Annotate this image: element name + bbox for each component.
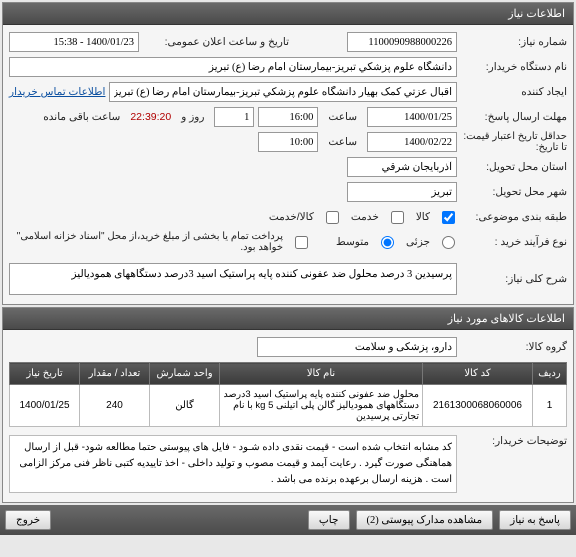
announce-dt-field[interactable] bbox=[9, 32, 139, 52]
cell-unit: گالن bbox=[150, 385, 220, 427]
day-and-label: روز و bbox=[175, 111, 210, 123]
mid-radio[interactable] bbox=[381, 236, 394, 249]
footer-bar: پاسخ به نیاز مشاهده مدارک پیوستی (2) چاپ… bbox=[0, 505, 576, 535]
cell-code: 2161300068060006 bbox=[423, 385, 533, 427]
th-unit: واحد شمارش bbox=[150, 363, 220, 385]
contact-link[interactable]: اطلاعات تماس خریدار bbox=[9, 86, 105, 98]
creator-field[interactable] bbox=[109, 82, 457, 102]
days-left-field[interactable] bbox=[214, 107, 254, 127]
reply-time-field[interactable] bbox=[258, 107, 318, 127]
buyer-notes-text: کد مشابه انتخاب شده است - قیمت نقدی داده… bbox=[9, 435, 457, 493]
service-label: خدمت bbox=[345, 211, 385, 223]
goods-service-label: کالا/خدمت bbox=[263, 211, 320, 223]
reply-button[interactable]: پاسخ به نیاز bbox=[499, 510, 571, 530]
goods-group-field[interactable] bbox=[257, 337, 457, 357]
th-name: نام کالا bbox=[220, 363, 423, 385]
need-no-field[interactable] bbox=[347, 32, 457, 52]
table-row[interactable]: 1 2161300068060006 محلول ضد عفونی کننده … bbox=[10, 385, 567, 427]
reply-date-field[interactable] bbox=[367, 107, 457, 127]
cell-idx: 1 bbox=[533, 385, 567, 427]
goods-label: کالا bbox=[410, 211, 436, 223]
print-button[interactable]: چاپ bbox=[308, 510, 350, 530]
cell-qty: 240 bbox=[80, 385, 150, 427]
hour-label-1: ساعت bbox=[322, 111, 363, 123]
valid-time-field[interactable] bbox=[258, 132, 318, 152]
buyer-org-field[interactable] bbox=[9, 57, 457, 77]
goods-service-check[interactable] bbox=[326, 211, 339, 224]
th-code: کد کالا bbox=[423, 363, 533, 385]
process-type-label: نوع فرآیند خرید : bbox=[457, 236, 567, 248]
pay-note-label: پرداخت تمام یا بخشی از مبلغ خرید،از محل … bbox=[9, 231, 289, 253]
main-desc-label: شرح کلی نیاز: bbox=[457, 273, 567, 285]
need-info-panel: اطلاعات نیاز شماره نیاز: تاریخ و ساعت اع… bbox=[2, 2, 574, 305]
reply-deadline-label: مهلت ارسال پاسخ: bbox=[457, 111, 567, 123]
need-no-label: شماره نیاز: bbox=[457, 36, 567, 48]
time-left: 22:39:20 bbox=[130, 111, 171, 123]
province-label: استان محل تحویل: bbox=[457, 161, 567, 173]
pay-note-check[interactable] bbox=[295, 236, 308, 249]
min-valid-label: حداقل تاریخ اعتبار قیمت: تا تاریخ: bbox=[457, 131, 567, 153]
goods-check[interactable] bbox=[442, 211, 455, 224]
panel1-header: اطلاعات نیاز bbox=[3, 3, 573, 25]
th-row: ردیف bbox=[533, 363, 567, 385]
th-date: تاریخ نیاز bbox=[10, 363, 80, 385]
th-qty: تعداد / مقدار bbox=[80, 363, 150, 385]
panel2-header: اطلاعات کالاهای مورد نیاز bbox=[3, 308, 573, 330]
low-radio[interactable] bbox=[442, 236, 455, 249]
goods-group-label: گروه کالا: bbox=[457, 341, 567, 353]
buyer-org-label: نام دستگاه خریدار: bbox=[457, 61, 567, 73]
buyer-notes-label: توضیحات خریدار: bbox=[457, 435, 567, 447]
attachments-button[interactable]: مشاهده مدارک پیوستی (2) bbox=[356, 510, 494, 530]
goods-table: ردیف کد کالا نام کالا واحد شمارش تعداد /… bbox=[9, 362, 567, 427]
goods-info-panel: اطلاعات کالاهای مورد نیاز گروه کالا: ردی… bbox=[2, 307, 574, 503]
province-field[interactable] bbox=[347, 157, 457, 177]
city-label: شهر محل تحویل: bbox=[457, 186, 567, 198]
city-field[interactable] bbox=[347, 182, 457, 202]
valid-date-field[interactable] bbox=[367, 132, 457, 152]
category-label: طبقه بندی موضوعی: bbox=[457, 211, 567, 223]
exit-button[interactable]: خروج bbox=[5, 510, 51, 530]
creator-label: ایجاد کننده bbox=[457, 86, 567, 98]
announce-dt-label: تاریخ و ساعت اعلان عمومی: bbox=[139, 36, 289, 48]
mid-label: متوسط bbox=[330, 236, 375, 248]
hour-label-2: ساعت bbox=[322, 136, 363, 148]
service-check[interactable] bbox=[391, 211, 404, 224]
low-label: جزئی bbox=[400, 236, 436, 248]
main-desc-field[interactable]: پرسیدین 3 درصد محلول ضد عفونی کننده پایه… bbox=[9, 263, 457, 295]
remain-label: ساعت باقی مانده bbox=[37, 111, 126, 123]
cell-date: 1400/01/25 bbox=[10, 385, 80, 427]
cell-name: محلول ضد عفونی کننده پایه پراستیک اسید 3… bbox=[220, 385, 423, 427]
